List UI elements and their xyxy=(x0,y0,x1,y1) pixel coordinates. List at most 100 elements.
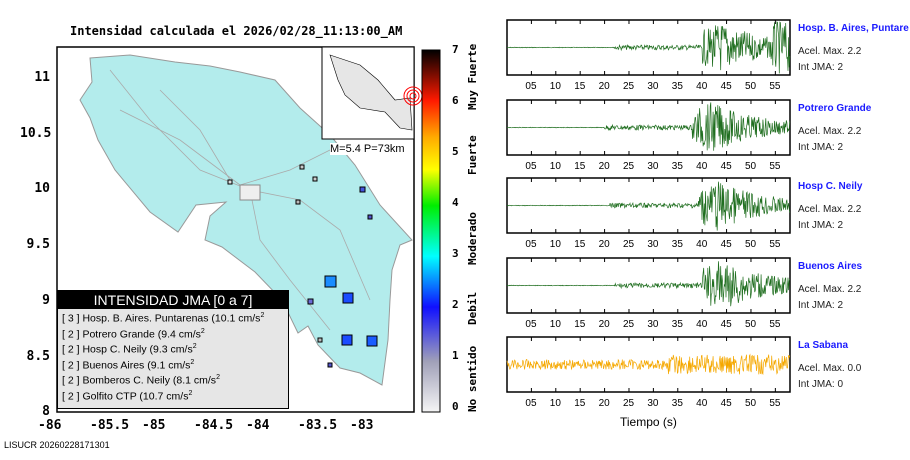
time-tick-label: 05 xyxy=(525,239,537,250)
colorbar-tick: 0 xyxy=(452,400,459,413)
lat-tick-label: 10 xyxy=(34,181,50,197)
time-tick-label: 10 xyxy=(549,81,561,92)
time-tick-label: 35 xyxy=(671,161,683,172)
legend-title: INTENSIDAD JMA [0 a 7] xyxy=(58,291,288,309)
jma-intensity: Int JMA: 0 xyxy=(798,379,844,390)
station-marker[interactable] xyxy=(227,179,233,185)
lat-tick-label: 8.5 xyxy=(26,348,50,364)
station-marker[interactable] xyxy=(324,275,337,288)
legend-station: Bomberos C. Neily (8.1 cm/s xyxy=(82,374,217,387)
time-tick-label: 10 xyxy=(549,161,561,172)
colorbar-tick: 2 xyxy=(452,298,459,311)
colorbar-category: Debil xyxy=(466,291,479,325)
legend-row: [ 3 ] Hosp. B. Aires. Puntarenas (10.1 c… xyxy=(62,312,288,325)
lat-tick-label: 10.5 xyxy=(20,125,52,141)
time-tick-label: 25 xyxy=(622,81,635,92)
lon-tick-label: -83.5 xyxy=(298,418,338,433)
time-tick-label: 20 xyxy=(598,239,610,250)
legend-row: [ 2 ] Potrero Grande (9.4 cm/s2 xyxy=(62,328,288,341)
time-tick-label: 10 xyxy=(549,239,561,250)
legend-station: Buenos Aires (9.1 cm/s xyxy=(82,359,191,371)
jma-intensity: Int JMA: 2 xyxy=(798,142,844,153)
colorbar-tick: 1 xyxy=(452,349,459,362)
time-tick-label: 15 xyxy=(574,319,586,330)
station-name: Buenos Aires xyxy=(798,261,863,272)
time-tick-label: 05 xyxy=(525,161,537,172)
time-tick-label: 55 xyxy=(769,319,781,330)
time-tick-label: 50 xyxy=(744,81,757,92)
time-tick-label: 15 xyxy=(574,161,586,172)
station-name: Hosp. B. Aires, Puntare xyxy=(798,23,909,34)
lon-tick-label: -83 xyxy=(350,418,374,433)
legend-row: [ 2 ] Bomberos C. Neily (8.1 cm/s2 xyxy=(62,374,288,387)
time-tick-label: 55 xyxy=(769,239,781,250)
station-marker[interactable] xyxy=(327,362,333,368)
time-tick-label: 10 xyxy=(549,319,561,330)
lon-tick-label: -85.5 xyxy=(90,418,130,433)
colorbar-tick: 5 xyxy=(452,145,459,158)
legend-row: [ 2 ] Hosp C. Neily (9.3 cm/s2 xyxy=(62,343,288,356)
time-tick-label: 30 xyxy=(647,81,659,92)
inset-label: M=5.4 P=73km xyxy=(330,143,405,155)
colorbar-category: No sentido xyxy=(466,345,479,412)
time-tick-label: 50 xyxy=(744,161,757,172)
max-acceleration: Acel. Max. 2.2 xyxy=(798,204,862,215)
waveform-trace xyxy=(506,102,791,151)
time-tick-label: 30 xyxy=(647,398,659,409)
station-marker[interactable] xyxy=(312,176,318,182)
legend-level: [ 2 ] xyxy=(62,328,80,340)
time-tick-label: 20 xyxy=(598,319,610,330)
legend-sup: 2 xyxy=(190,358,195,366)
colorbar-category: Fuerte xyxy=(466,135,479,175)
station-cluster[interactable] xyxy=(239,184,261,201)
time-tick-label: 05 xyxy=(525,398,537,409)
lat-tick-label: 9 xyxy=(42,292,50,308)
station-marker[interactable] xyxy=(366,335,378,347)
station-marker[interactable] xyxy=(342,292,354,304)
time-tick-label: 45 xyxy=(720,81,732,92)
station-marker[interactable] xyxy=(299,164,305,170)
legend-level: [ 2 ] xyxy=(62,374,80,387)
legend-level: [ 2 ] xyxy=(62,343,80,356)
time-tick-label: 15 xyxy=(574,239,586,250)
max-acceleration: Acel. Max. 2.2 xyxy=(798,126,862,137)
jma-intensity: Int JMA: 2 xyxy=(798,62,844,73)
waveform-trace xyxy=(506,181,791,231)
station-marker[interactable] xyxy=(307,298,314,305)
time-tick-label: 25 xyxy=(622,161,635,172)
intensity-legend: INTENSIDAD JMA [0 a 7] [ 3 ] Hosp. B. Ai… xyxy=(57,290,289,409)
time-tick-label: 30 xyxy=(647,239,659,250)
station-marker[interactable] xyxy=(341,334,353,346)
station-marker[interactable] xyxy=(317,337,323,343)
time-tick-label: 20 xyxy=(598,398,610,409)
lon-tick-label: -84 xyxy=(246,418,270,433)
lon-tick-label: -86 xyxy=(38,418,62,433)
time-tick-label: 40 xyxy=(696,161,708,172)
time-tick-label: 15 xyxy=(574,398,586,409)
time-tick-label: 05 xyxy=(525,319,537,330)
legend-row: [ 2 ] Golfito CTP (10.7 cm/s2 xyxy=(62,390,288,403)
time-tick-label: 30 xyxy=(647,161,659,172)
legend-sup: 2 xyxy=(192,343,197,350)
lon-tick-label: -84.5 xyxy=(194,418,234,433)
station-markers xyxy=(227,164,378,368)
station-marker[interactable] xyxy=(367,214,373,220)
time-tick-label: 40 xyxy=(696,319,708,330)
legend-level: [ 2 ] xyxy=(62,390,80,402)
time-tick-label: 35 xyxy=(671,81,683,92)
footer-id: LISUCR 20260228171301 xyxy=(4,440,110,450)
time-tick-label: 05 xyxy=(525,81,537,92)
max-acceleration: Acel. Max. 2.2 xyxy=(798,284,862,295)
time-tick-label: 25 xyxy=(622,319,635,330)
station-marker[interactable] xyxy=(359,186,366,193)
legend-sup: 2 xyxy=(200,327,205,335)
time-tick-label: 50 xyxy=(744,239,757,250)
legend-station: Hosp C. Neily (9.3 cm/s xyxy=(82,343,193,356)
time-tick-label: 35 xyxy=(671,398,683,409)
intensity-colorbar xyxy=(421,49,441,413)
time-tick-label: 35 xyxy=(671,239,683,250)
legend-station: Golfito CTP (10.7 cm/s xyxy=(82,390,189,402)
station-marker[interactable] xyxy=(295,199,301,205)
legend-sup: 2 xyxy=(188,389,193,397)
